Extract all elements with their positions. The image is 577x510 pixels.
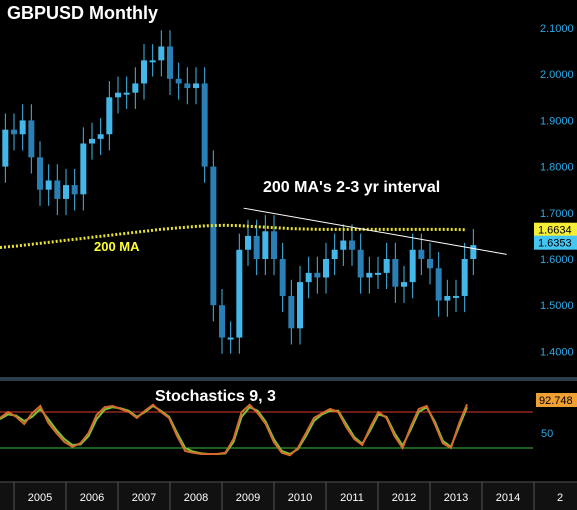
candle-body (227, 337, 234, 340)
candle-body (141, 60, 147, 84)
ma-value-badge: 1.6634 (534, 222, 577, 237)
stoch-k-line (0, 403, 468, 457)
candle-body (184, 83, 191, 89)
candle-body (392, 259, 399, 287)
x-tick-label: 2011 (340, 492, 364, 504)
candle-body (193, 83, 199, 89)
candle-body (288, 295, 295, 329)
candle-body (219, 305, 225, 338)
candle-body (366, 272, 373, 278)
candle-body (271, 231, 277, 259)
candle-body (167, 46, 173, 79)
x-tick-label: 2012 (392, 492, 416, 504)
resistance-trendline (243, 207, 507, 255)
x-tick-label: 2005 (28, 492, 52, 504)
x-tick-label: 2009 (236, 492, 260, 504)
x-tick-label: 2010 (288, 492, 312, 504)
candle-body (340, 240, 347, 250)
chart-title: GBPUSD Monthly (7, 3, 158, 23)
y-tick-label: 1.9000 (540, 115, 574, 127)
candle-body (89, 138, 95, 144)
ma-200-line (0, 223, 466, 249)
candle-body (106, 97, 113, 135)
y-tick-label: 1.5000 (540, 300, 574, 312)
candle-body (236, 249, 243, 338)
candle-body (37, 157, 43, 190)
candle-body (349, 240, 355, 250)
x-tick-label: 2008 (184, 492, 208, 504)
candle-body (262, 231, 269, 259)
candle-body (175, 78, 182, 84)
candle-body (453, 295, 459, 298)
candle-body (461, 259, 468, 296)
candle-body (314, 272, 321, 278)
candle-body (375, 272, 381, 275)
candle-body (435, 268, 442, 301)
y-tick-label: 1.7000 (540, 208, 574, 220)
x-tick-label: 2 (557, 492, 563, 504)
stoch-value-badge: 92.748 (536, 393, 577, 407)
candle-body (210, 166, 217, 306)
candle-body (305, 272, 312, 283)
candle-body (149, 60, 156, 63)
candle-body (383, 259, 390, 273)
stoch-d-line (0, 404, 468, 456)
candle-body (45, 180, 52, 190)
candle-body (2, 129, 9, 167)
candle-body (245, 235, 251, 250)
candle-body (63, 185, 69, 199)
ma-value-label: 1.6634 (538, 225, 572, 237)
candle-body (470, 245, 477, 259)
y-tick-label: 1.6000 (540, 254, 574, 266)
candle-body (115, 92, 121, 98)
candle-body (80, 143, 87, 195)
y-tick-label: 2.0000 (540, 69, 574, 81)
candle-body (427, 259, 433, 269)
candle-body (71, 185, 78, 195)
candle-body (279, 259, 286, 296)
x-axis: 2005 2006 2007 2008 2009 2010 2011 2012 2013 2014… (0, 481, 577, 510)
candle-body (54, 180, 61, 199)
price-panel: GBPUSD Monthly 200 MA's 2-3 yr interval … (0, 3, 577, 358)
last-price-label: 1.6353 (538, 238, 572, 250)
candles (2, 30, 477, 354)
y-axis-ticks: 2.1000 2.0000 1.9000 1.8000 1.7000 1.6000 1.50… (540, 23, 574, 358)
stochastics-title: Stochastics 9, 3 (155, 388, 276, 405)
y-tick-label: 1.8000 (540, 162, 574, 174)
x-axis-ticks: 2005 2006 2007 2008 2009 2010 2011 2012 2013 2014… (13, 482, 563, 510)
candle-body (401, 282, 407, 287)
candle-body (297, 282, 303, 329)
candle-body (97, 134, 104, 139)
candle-body (158, 46, 165, 61)
candle-body (444, 295, 451, 301)
x-tick-label: 2006 (80, 492, 104, 504)
stoch-last-value: 92.748 (539, 395, 573, 407)
x-tick-label: 2013 (444, 492, 468, 504)
candle-body (357, 249, 364, 278)
candle-body (28, 120, 35, 158)
ma-annotation: 200 MA (94, 239, 140, 254)
candle-body (11, 129, 17, 135)
candle-body (409, 249, 416, 283)
candle-body (132, 83, 139, 93)
stochastic-panel: Stochastics 9, 3 50 92.748 (0, 388, 577, 457)
y-tick-label: 2.1000 (540, 23, 574, 35)
panel-divider (0, 377, 577, 381)
candle-body (201, 83, 208, 167)
x-tick-label: 2007 (132, 492, 156, 504)
y-tick-label: 1.4000 (540, 346, 574, 358)
candle-body (331, 249, 338, 259)
trendline-annotation: 200 MA's 2-3 yr interval (263, 179, 440, 196)
candle-body (253, 235, 260, 259)
candle-body (323, 259, 329, 278)
x-tick-label: 2014 (496, 492, 520, 504)
last-price-badge: 1.6353 (534, 235, 577, 250)
candle-body (418, 249, 425, 259)
stoch-tick-50: 50 (541, 428, 553, 440)
candle-body (123, 92, 130, 95)
candle-body (19, 120, 26, 135)
